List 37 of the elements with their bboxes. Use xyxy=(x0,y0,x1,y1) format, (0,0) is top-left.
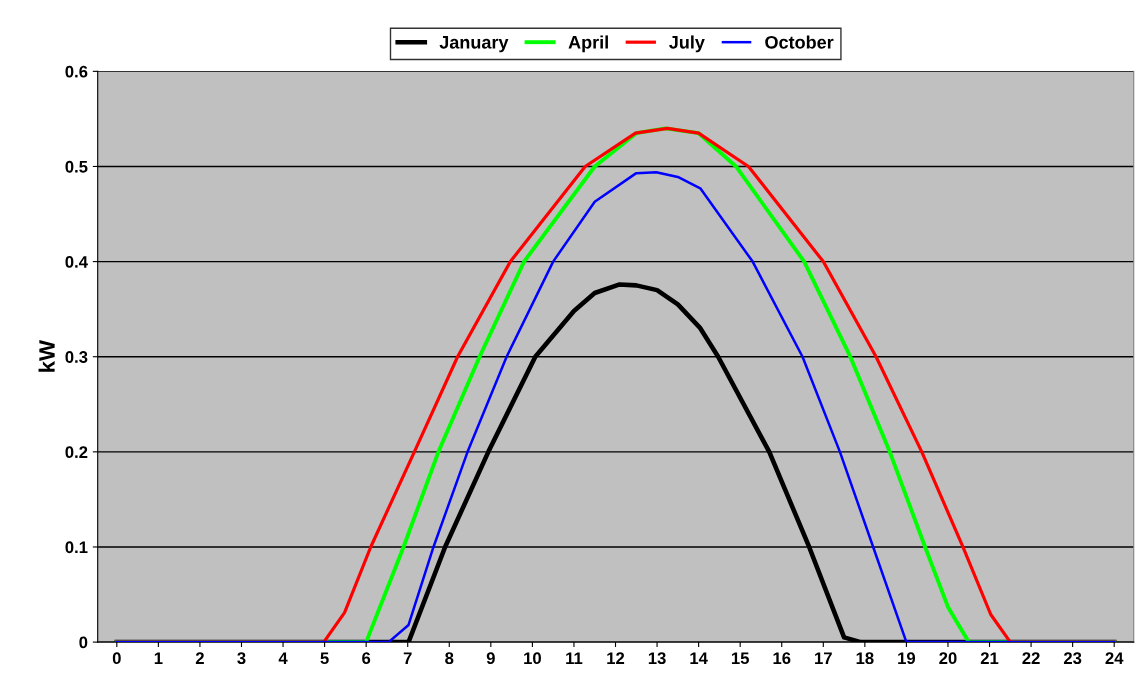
x-tick-label: 23 xyxy=(1063,652,1082,665)
x-tick-label: 14 xyxy=(690,652,708,664)
x-tick-label: 0 xyxy=(112,652,121,665)
x-tick-label: 4 xyxy=(278,652,288,664)
y-tick-label: 0.4 xyxy=(65,256,88,268)
x-tick-label: 2 xyxy=(195,652,204,664)
x-tick-label: 11 xyxy=(566,652,583,664)
x-tick-label: 7 xyxy=(403,652,412,664)
x-tick-label: 6 xyxy=(362,652,371,665)
y-axis-title: kW xyxy=(38,340,55,372)
x-tick-label: 10 xyxy=(524,652,541,665)
legend-label: January xyxy=(439,36,509,53)
y-tick-label: 0 xyxy=(79,636,88,649)
y-tick-label: 0.3 xyxy=(65,351,88,363)
y-tick-label: 0.1 xyxy=(65,541,88,554)
x-tick-label: 8 xyxy=(445,652,454,665)
x-tick-label: 17 xyxy=(815,652,832,664)
x-tick-label: 9 xyxy=(486,652,495,665)
x-tick-label: 5 xyxy=(320,652,329,665)
x-tick-label: 3 xyxy=(237,652,246,665)
y-tick-label: 0.6 xyxy=(65,65,88,78)
x-tick-label: 15 xyxy=(731,652,749,665)
legend-label: July xyxy=(669,35,705,53)
x-tick-label: 22 xyxy=(1022,652,1040,664)
legend-label: April xyxy=(568,35,608,53)
x-tick-label: 18 xyxy=(856,652,874,665)
x-tick-label: 16 xyxy=(773,652,791,665)
x-tick-label: 20 xyxy=(939,652,957,665)
x-tick-label: 24 xyxy=(1105,652,1124,664)
x-tick-label: 19 xyxy=(898,652,916,665)
y-tick-label: 0.2 xyxy=(65,446,88,459)
x-tick-label: 21 xyxy=(980,652,999,664)
x-tick-label: 1 xyxy=(154,652,163,664)
y-tick-label: 0.5 xyxy=(65,160,88,173)
x-tick-label: 13 xyxy=(648,652,666,665)
x-tick-label: 12 xyxy=(607,652,625,664)
legend-label: October xyxy=(765,35,834,49)
